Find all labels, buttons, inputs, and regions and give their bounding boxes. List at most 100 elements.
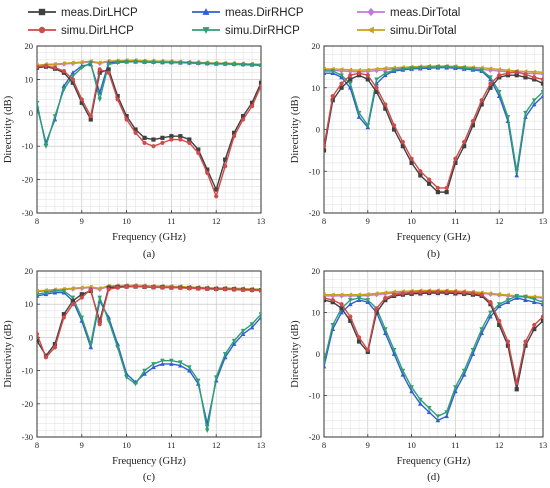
- data-point: [79, 315, 85, 320]
- data-point: [427, 177, 432, 182]
- data-point: [61, 61, 66, 66]
- data-point: [523, 343, 528, 348]
- data-point: [169, 285, 174, 290]
- y-tick-label: 20: [312, 41, 321, 51]
- data-point: [365, 347, 370, 352]
- x-tick-label: 11: [451, 440, 459, 450]
- data-point: [444, 410, 449, 415]
- data-point: [531, 297, 537, 302]
- data-point: [374, 291, 379, 296]
- data-point: [496, 291, 502, 297]
- legend-item: simu.DirTotal: [357, 25, 456, 37]
- data-point: [391, 347, 397, 353]
- data-point: [339, 67, 344, 72]
- y-tick-label: -30: [22, 208, 33, 218]
- data-point: [462, 144, 467, 149]
- data-point: [142, 140, 147, 145]
- data-point: [133, 59, 138, 65]
- data-point: [115, 97, 120, 102]
- data-point: [479, 68, 484, 73]
- data-point: [187, 137, 192, 142]
- plot-area: [36, 45, 262, 214]
- chart-panel-c: 8 9 10 11 12 13 -30 -20 -10 0 10 20 Frequency (GHz) D…: [3, 266, 265, 483]
- data-point: [488, 314, 493, 319]
- y-tick-label: -10: [22, 141, 33, 151]
- data-point: [444, 185, 449, 191]
- data-point: [339, 73, 344, 78]
- data-point: [365, 291, 370, 297]
- y-axis-label: Directivity (dB): [290, 95, 301, 163]
- series-simu-lhcp: [324, 289, 543, 386]
- x-tick-label: 13: [539, 440, 548, 450]
- data-point: [204, 61, 210, 67]
- data-point: [383, 71, 388, 76]
- data-point: [409, 160, 414, 165]
- data-point: [70, 74, 76, 79]
- data-point: [540, 70, 543, 74]
- data-point: [400, 67, 406, 72]
- data-point: [505, 298, 511, 303]
- data-point: [365, 67, 370, 73]
- data-point: [151, 144, 156, 149]
- data-point: [339, 309, 344, 315]
- data-point: [382, 65, 388, 71]
- data-point: [400, 372, 406, 377]
- data-point: [479, 330, 484, 336]
- series-line: [324, 66, 543, 172]
- data-point: [214, 194, 219, 199]
- data-point: [88, 114, 93, 119]
- data-point: [232, 130, 237, 135]
- data-point: [435, 185, 440, 191]
- y-tick-label: -20: [309, 208, 320, 218]
- y-tick-label: 0: [29, 332, 33, 342]
- x-tick-label: 13: [539, 216, 548, 226]
- data-point: [365, 123, 371, 128]
- data-point: [249, 324, 255, 330]
- data-point: [222, 352, 228, 357]
- x-tick-label: 12: [212, 440, 221, 450]
- legend-item: meas.DirRHCP: [192, 7, 304, 19]
- data-point: [374, 306, 379, 311]
- data-point: [124, 60, 129, 65]
- data-point: [37, 288, 39, 294]
- data-point: [232, 134, 237, 139]
- x-tick-label: 11: [167, 216, 175, 226]
- data-point: [356, 71, 362, 76]
- data-point: [142, 368, 147, 374]
- data-point: [213, 375, 219, 380]
- data-point: [497, 318, 502, 323]
- data-point: [461, 372, 467, 377]
- data-point: [88, 344, 94, 350]
- data-point: [400, 368, 406, 374]
- data-point: [347, 301, 353, 307]
- data-point: [339, 81, 344, 86]
- data-point: [142, 135, 147, 140]
- series-simu-lhcp: [37, 284, 261, 360]
- chart-panel-a: 8 9 10 11 12 13 -30 -20 -10 0 10 20 Frequency (GHz) D…: [3, 41, 265, 260]
- data-point: [70, 77, 75, 82]
- data-point: [151, 137, 156, 142]
- data-point: [61, 87, 67, 92]
- series-line: [324, 295, 543, 417]
- x-tick-label: 9: [366, 216, 370, 226]
- data-point: [142, 60, 147, 65]
- series-line: [37, 65, 261, 198]
- data-point: [205, 286, 210, 292]
- data-point: [79, 295, 84, 300]
- data-point: [169, 134, 174, 139]
- data-point: [330, 98, 335, 103]
- data-point: [97, 295, 103, 301]
- data-point: [505, 343, 511, 348]
- data-point: [487, 291, 493, 296]
- data-point: [418, 65, 423, 71]
- data-point: [532, 75, 537, 80]
- panel-caption: (a): [143, 248, 156, 260]
- data-point: [523, 294, 528, 300]
- data-point: [427, 181, 432, 186]
- data-point: [391, 68, 397, 73]
- data-point: [540, 77, 543, 82]
- data-point: [151, 285, 156, 290]
- data-point: [178, 363, 183, 368]
- data-point: [37, 338, 40, 343]
- data-point: [488, 81, 493, 86]
